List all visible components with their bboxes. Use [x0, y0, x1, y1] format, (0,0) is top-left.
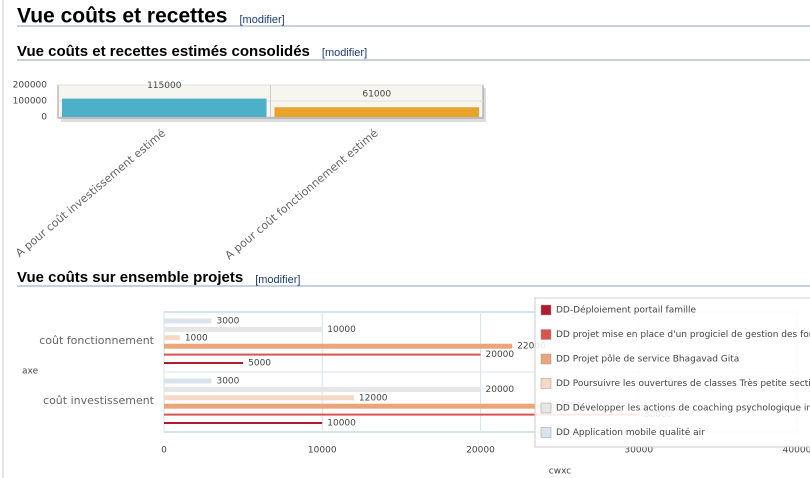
y-tick-label: coût investissement [43, 394, 155, 407]
value-label: 3000 [216, 317, 239, 327]
section-title: Vue coûts sur ensemble projets [17, 269, 243, 286]
value-label: 20000 [486, 385, 515, 395]
bar [164, 353, 481, 356]
x-tick-label: 0 [161, 446, 167, 456]
bar [164, 343, 513, 349]
y-axis-title: axe [22, 367, 39, 377]
y-tick-label: 100000 [13, 97, 48, 107]
legend-swatch [540, 402, 552, 414]
legend-swatch [540, 353, 552, 365]
value-label: 5000 [248, 359, 271, 369]
legend-swatch [540, 329, 552, 340]
bar [164, 403, 560, 409]
value-label: 10000 [327, 325, 356, 335]
value-label: 61000 [362, 90, 391, 100]
bar [164, 362, 244, 364]
legend-swatch [540, 427, 552, 438]
value-label: 10000 [327, 419, 356, 429]
x-tick-label: 20000 [466, 446, 495, 456]
x-axis-title: cwxc [549, 467, 571, 477]
y-tick-label: 200000 [13, 81, 48, 91]
legend-box [534, 297, 810, 448]
bar [164, 386, 481, 392]
legend-label: DD Projet pôle de service Bhagavad Gita [556, 354, 739, 365]
bar [62, 98, 267, 117]
bar [164, 378, 212, 384]
legend-swatch [540, 304, 552, 316]
value-label: 3000 [216, 377, 239, 387]
edit-link[interactable]: [modifier] [255, 274, 300, 286]
legend-label: DD-Déploiement portail famille [556, 305, 697, 316]
bar [164, 413, 639, 416]
value-label: 12000 [359, 393, 388, 403]
value-label: 1000 [185, 333, 208, 343]
legend-label: DD Poursuivre les ouvertures de classes … [556, 378, 810, 389]
legend: DD-Déploiement portail famille DD projet … [534, 297, 810, 448]
legend-label: DD Développer les actions de coaching ps… [556, 403, 810, 414]
bar [164, 395, 354, 401]
bar [164, 335, 180, 341]
bar [164, 318, 212, 324]
legend-swatch [540, 378, 552, 389]
edit-link[interactable]: [modifier] [322, 47, 367, 59]
bar [274, 107, 479, 117]
edit-link[interactable]: [modifier] [239, 14, 284, 26]
bar [164, 422, 323, 424]
value-label: 115000 [147, 81, 182, 91]
y-tick-label: coût fonctionnement [39, 334, 154, 347]
x-tick-label: 10000 [308, 446, 337, 456]
x-tick-label: 40000 [783, 446, 810, 456]
legend-label: DD projet mise en place d'un progiciel d… [556, 330, 810, 340]
bar [164, 326, 323, 332]
y-tick-label: 0 [41, 113, 47, 123]
section-title: Vue coûts et recettes estimés consolidés [17, 43, 310, 60]
legend-label: DD Application mobile qualité air [556, 427, 705, 438]
page-title: Vue coûts et recettes [17, 5, 227, 28]
x-tick-label: 30000 [624, 446, 653, 456]
value-label: 22000 [517, 342, 546, 352]
value-label: 20000 [486, 350, 515, 360]
